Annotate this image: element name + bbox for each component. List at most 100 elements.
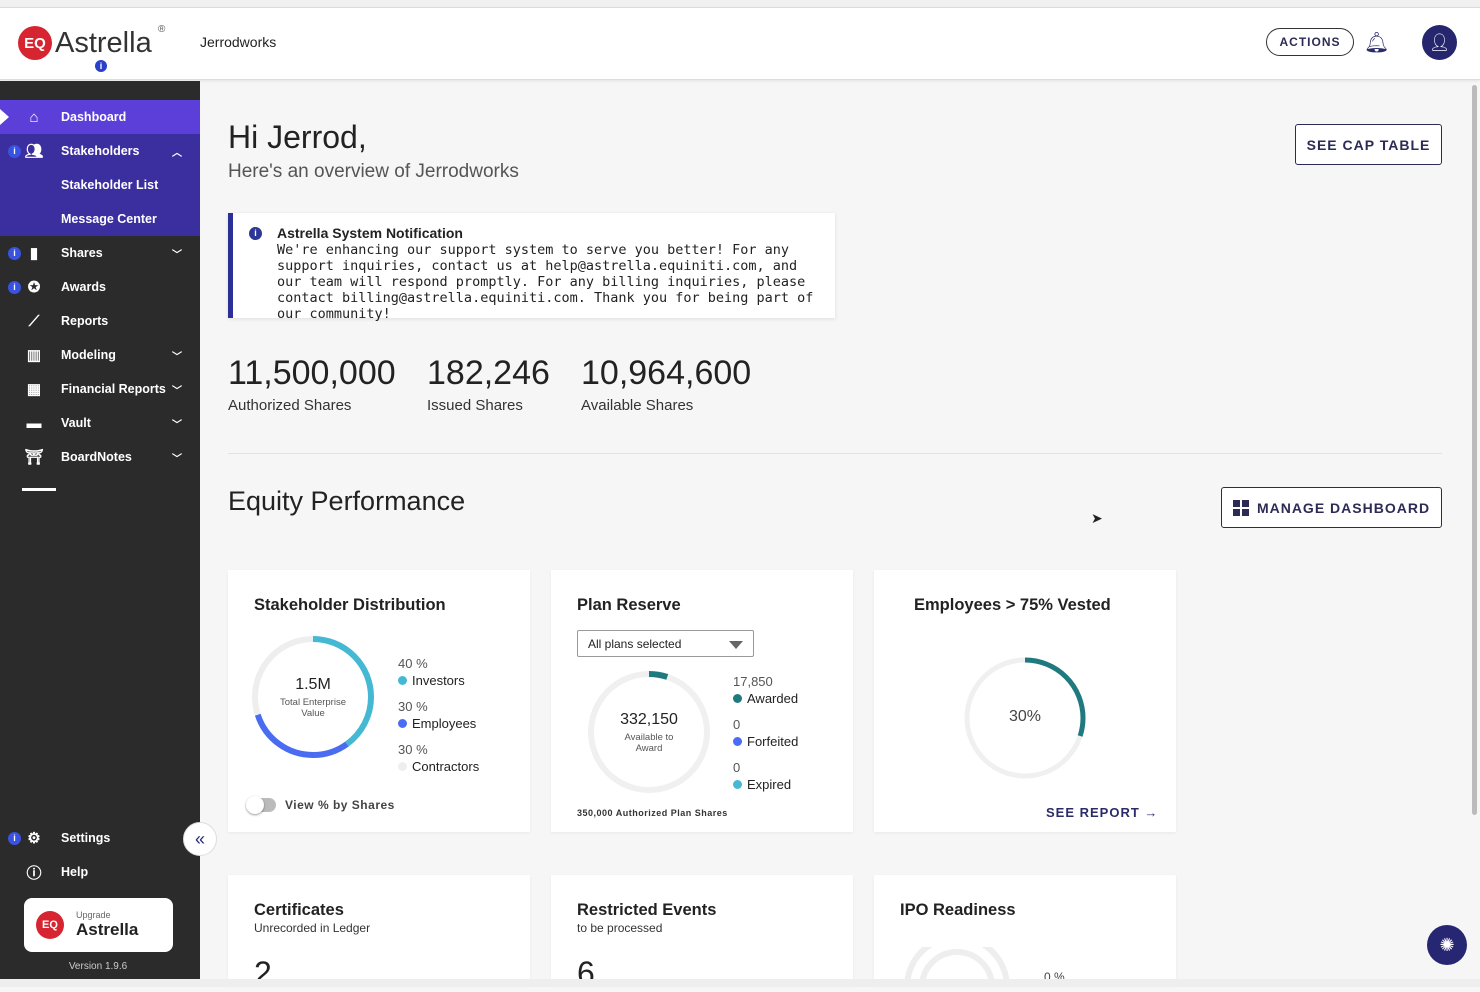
card-subtitle: Unrecorded in Ledger bbox=[254, 921, 371, 935]
legend-label: Contractors bbox=[412, 759, 480, 774]
card-title: Employees > 75% Vested bbox=[914, 596, 1111, 614]
upgrade-product: Astrella bbox=[76, 920, 139, 939]
bell-icon[interactable]: 🔔︎ bbox=[1364, 32, 1390, 54]
legend-value: 17,850 bbox=[733, 674, 773, 689]
notification-title: Astrella System Notification bbox=[277, 225, 463, 241]
info-icon[interactable]: i bbox=[8, 831, 21, 845]
view-by-shares-toggle[interactable] bbox=[246, 796, 276, 814]
sidebar-item-label: Awards bbox=[61, 280, 106, 294]
divider bbox=[22, 488, 56, 491]
center-value: 332,150 bbox=[620, 711, 678, 728]
legend-expired: 0 Expired bbox=[733, 760, 798, 792]
dot-icon bbox=[398, 676, 407, 685]
info-icon[interactable]: i bbox=[8, 144, 21, 158]
card-title: IPO Readiness bbox=[900, 901, 1016, 919]
main-content: Hi Jerrod, Here's an overview of Jerrodw… bbox=[200, 81, 1470, 991]
sidebar-item-label: Stakeholder List bbox=[61, 178, 159, 192]
sidebar: ⌂ Dashboard i 👥︎ Stakeholders ︿ Stakeholder … bbox=[0, 81, 200, 987]
upgrade-label: Upgrade bbox=[76, 910, 111, 920]
sidebar-item-awards[interactable]: i ✪ Awards bbox=[0, 270, 200, 304]
sidebar-item-label: Modeling bbox=[61, 348, 116, 362]
active-indicator bbox=[0, 109, 9, 125]
collapse-sidebar-button[interactable]: « bbox=[183, 822, 217, 856]
donut-center: 1.5M Total Enterprise Value bbox=[250, 676, 376, 719]
chevron-down-icon: ﹀ bbox=[172, 385, 182, 397]
sidebar-item-boardnotes[interactable]: ⛩︎ BoardNotes ﹀ bbox=[0, 440, 200, 474]
sidebar-item-message-center[interactable]: Message Center bbox=[0, 202, 200, 236]
see-report-link[interactable]: SEE REPORT → bbox=[1046, 805, 1158, 820]
plan-reserve-legend: 17,850 Awarded 0 Forfeited 0 Expired bbox=[733, 674, 798, 803]
document-icon: ▮ bbox=[29, 245, 39, 262]
card-title: Plan Reserve bbox=[577, 596, 681, 614]
sidebar-item-financial-reports[interactable]: ▦ Financial Reports ﹀ bbox=[0, 372, 200, 406]
info-icon[interactable]: i bbox=[8, 280, 21, 294]
stat-label: Issued Shares bbox=[427, 397, 523, 414]
awarded-arc bbox=[588, 671, 710, 793]
sidebar-item-stakeholder-list[interactable]: Stakeholder List bbox=[0, 168, 200, 202]
trend-icon: ⟋ bbox=[28, 312, 40, 330]
people-icon: 👥︎ bbox=[24, 143, 44, 160]
dot-icon bbox=[733, 737, 742, 746]
sidebar-item-settings[interactable]: i ⚙ Settings bbox=[0, 821, 200, 855]
donut-segment-employees bbox=[252, 636, 374, 758]
dot-icon bbox=[733, 694, 742, 703]
board-icon: ⛩︎ bbox=[24, 449, 44, 466]
dashboard-grid-icon bbox=[1232, 499, 1249, 516]
legend-label: Expired bbox=[747, 777, 792, 792]
sidebar-item-help[interactable]: ⓘ Help bbox=[0, 855, 200, 889]
actions-button[interactable]: ACTIONS bbox=[1266, 28, 1354, 56]
sidebar-item-label: Shares bbox=[61, 246, 103, 260]
restricted-events-card: Restricted Events to be processed 6 bbox=[551, 875, 853, 991]
sidebar-item-label: BoardNotes bbox=[61, 450, 132, 464]
sidebar-item-label: Settings bbox=[61, 831, 111, 845]
sidebar-item-reports[interactable]: ⟋ Reports bbox=[0, 304, 200, 338]
sidebar-item-label: Vault bbox=[61, 416, 91, 430]
plan-reserve-donut bbox=[588, 671, 710, 793]
certificates-card: Certificates Unrecorded in Ledger 2 bbox=[228, 875, 530, 991]
scrollbar[interactable] bbox=[1472, 85, 1477, 815]
plan-select[interactable]: All plans selected bbox=[577, 630, 754, 657]
gear-icon: ⚙ bbox=[27, 830, 41, 847]
mouse-cursor: ➤ bbox=[1091, 510, 1103, 526]
info-icon[interactable]: i bbox=[95, 60, 107, 72]
sidebar-item-stakeholders[interactable]: i 👥︎ Stakeholders ︿ bbox=[0, 134, 200, 168]
dot-icon bbox=[733, 780, 742, 789]
vested-card: Employees > 75% Vested 30% SEE REPORT → bbox=[874, 570, 1176, 832]
dropdown-arrow-icon bbox=[729, 641, 743, 649]
astrella-logo[interactable]: EQ Astrella ® i bbox=[18, 24, 165, 72]
browser-top-edge bbox=[0, 0, 1480, 8]
legend-label: Forfeited bbox=[747, 734, 799, 749]
link-label: SEE REPORT bbox=[1046, 805, 1140, 820]
button-label: MANAGE DASHBOARD bbox=[1256, 499, 1431, 516]
info-icon[interactable]: i bbox=[8, 246, 21, 260]
version-label: Version 1.9.6 bbox=[68, 961, 128, 972]
see-cap-table-button[interactable]: SEE CAP TABLE bbox=[1295, 124, 1442, 165]
sidebar-item-vault[interactable]: ▬ Vault ﹀ bbox=[0, 406, 200, 440]
sidebar-item-label: Help bbox=[61, 865, 89, 879]
folder-icon: ▬ bbox=[26, 414, 42, 432]
center-value: 1.5M bbox=[295, 676, 331, 693]
stat-value: 10,964,600 bbox=[581, 354, 752, 392]
donut-center: 332,150 Available to Award bbox=[586, 711, 712, 754]
eq-logo-mark: EQ bbox=[36, 911, 64, 939]
center-label: Total Enterprise Value bbox=[279, 697, 346, 719]
center-label: Available to Award bbox=[624, 732, 674, 754]
user-avatar[interactable]: 👤︎ bbox=[1422, 25, 1457, 60]
bar-chart-icon: ▥ bbox=[26, 347, 42, 364]
authorized-plan-shares: 350,000 Authorized Plan Shares bbox=[577, 808, 728, 818]
chevron-down-icon: ﹀ bbox=[172, 351, 182, 363]
sidebar-item-modeling[interactable]: ▥ Modeling ﹀ bbox=[0, 338, 200, 372]
vested-donut bbox=[964, 657, 1086, 779]
toggle-label: View % by Shares bbox=[285, 798, 395, 812]
help-widget-button[interactable]: ✺ bbox=[1427, 925, 1467, 965]
sidebar-item-dashboard[interactable]: ⌂ Dashboard bbox=[0, 100, 200, 134]
sidebar-item-shares[interactable]: i ▮ Shares ﹀ bbox=[0, 236, 200, 270]
sidebar-item-label: Message Center bbox=[61, 212, 157, 226]
upgrade-button[interactable]: EQ Upgrade Astrella bbox=[24, 898, 173, 952]
dot-icon bbox=[398, 762, 407, 771]
ipo-gauge bbox=[904, 947, 1010, 987]
card-title: Restricted Events bbox=[577, 901, 717, 919]
manage-dashboard-button[interactable]: MANAGE DASHBOARD bbox=[1221, 487, 1442, 528]
sidebar-item-label: Stakeholders bbox=[61, 144, 140, 158]
chevron-down-icon: ﹀ bbox=[172, 249, 182, 261]
